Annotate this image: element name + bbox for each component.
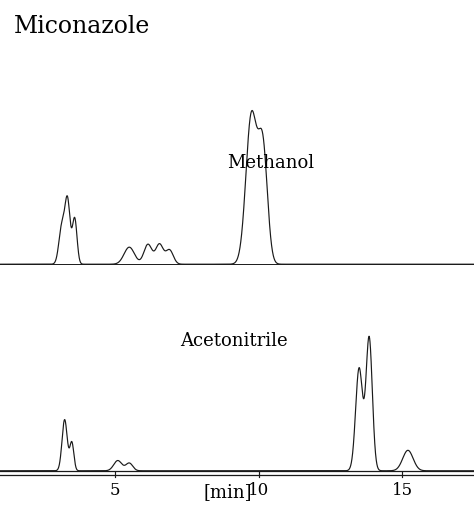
Text: 5: 5 — [109, 482, 120, 499]
Text: Acetonitrile: Acetonitrile — [180, 332, 288, 350]
Text: [min]: [min] — [203, 483, 252, 501]
Text: Miconazole: Miconazole — [14, 15, 151, 39]
Text: Methanol: Methanol — [228, 154, 315, 172]
Text: 15: 15 — [392, 482, 413, 499]
Text: 10: 10 — [248, 482, 269, 499]
